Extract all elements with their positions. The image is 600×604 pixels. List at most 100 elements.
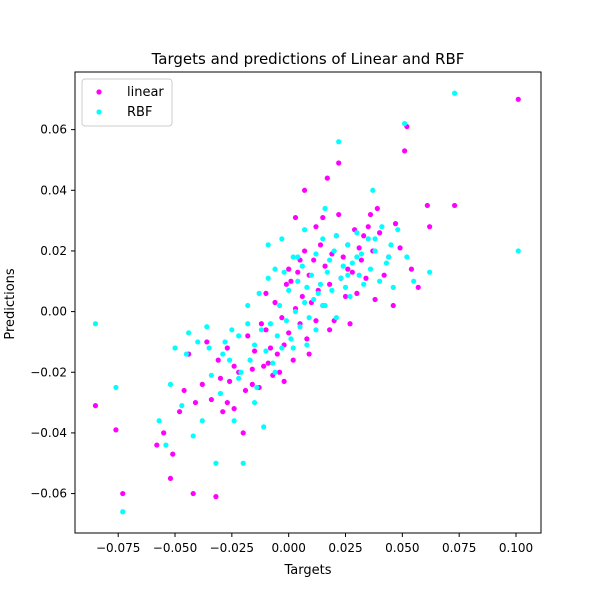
point-linear-48 <box>301 248 308 254</box>
x-tick-label-4: 0.025 <box>328 541 362 555</box>
point-rbf-61 <box>333 233 340 239</box>
point-linear-77 <box>372 296 378 303</box>
point-rbf-49 <box>306 315 312 321</box>
point-linear-47 <box>299 293 305 300</box>
point-linear-83 <box>397 245 403 251</box>
x-tick-label-5: 0.050 <box>385 541 419 555</box>
point-rbf-35 <box>274 333 280 339</box>
point-rbf-67 <box>347 293 353 300</box>
point-linear-68 <box>347 321 353 327</box>
point-linear-104 <box>327 327 333 333</box>
point-rbf-42 <box>290 254 296 260</box>
point-linear-74 <box>363 275 369 281</box>
chart-title: Targets and predictions of Linear and RB… <box>151 50 465 68</box>
point-rbf-101 <box>354 254 360 260</box>
point-linear-43 <box>290 357 296 363</box>
point-linear-2 <box>120 490 126 497</box>
point-linear-41 <box>286 330 292 336</box>
point-linear-52 <box>311 257 317 263</box>
point-linear-94 <box>263 327 269 333</box>
point-linear-72 <box>358 257 365 263</box>
point-rbf-69 <box>354 230 360 236</box>
point-linear-66 <box>342 293 349 300</box>
point-rbf-38 <box>281 269 287 275</box>
point-rbf-3 <box>156 418 162 424</box>
point-rbf-20 <box>236 333 242 339</box>
point-linear-106 <box>345 266 351 272</box>
point-rbf-89 <box>265 242 271 248</box>
point-linear-15 <box>213 494 219 500</box>
point-linear-57 <box>322 263 328 269</box>
point-rbf-19 <box>231 418 237 424</box>
point-rbf-39 <box>283 318 289 324</box>
point-rbf-106 <box>290 345 296 351</box>
point-linear-63 <box>336 160 342 166</box>
point-rbf-26 <box>254 384 260 391</box>
point-rbf-54 <box>317 281 324 287</box>
point-rbf-108 <box>372 236 378 242</box>
point-linear-31 <box>263 290 269 296</box>
point-rbf-15 <box>213 460 219 466</box>
point-rbf-91 <box>322 205 328 212</box>
point-linear-71 <box>354 290 360 296</box>
x-tick-label-6: 0.075 <box>442 541 476 555</box>
point-rbf-5 <box>167 381 174 387</box>
point-linear-23 <box>240 430 246 436</box>
point-rbf-27 <box>256 290 262 296</box>
point-linear-29 <box>258 321 264 327</box>
point-linear-20 <box>226 378 233 384</box>
point-rbf-97 <box>220 351 226 357</box>
point-rbf-82 <box>395 227 401 233</box>
point-rbf-64 <box>340 263 346 269</box>
point-linear-3 <box>154 442 160 448</box>
point-linear-90 <box>452 202 458 209</box>
point-rbf-70 <box>356 272 362 278</box>
point-rbf-2 <box>120 509 126 515</box>
point-rbf-104 <box>206 345 212 351</box>
point-rbf-73 <box>365 236 371 242</box>
point-rbf-74 <box>367 266 374 272</box>
point-rbf-18 <box>226 357 233 363</box>
point-rbf-60 <box>331 248 337 254</box>
point-linear-19 <box>224 345 230 351</box>
point-rbf-33 <box>270 360 276 366</box>
point-rbf-17 <box>222 339 228 345</box>
point-rbf-51 <box>311 296 317 303</box>
point-rbf-71 <box>358 251 365 257</box>
point-rbf-47 <box>301 299 308 306</box>
y-tick-label-4: 0.02 <box>40 244 67 258</box>
point-rbf-52 <box>313 251 319 257</box>
point-linear-78 <box>377 230 383 236</box>
point-linear-7 <box>176 409 183 415</box>
point-rbf-96 <box>229 327 235 333</box>
point-rbf-59 <box>329 287 335 293</box>
point-linear-12 <box>199 381 205 387</box>
x-tick-label-2: −0.025 <box>210 541 254 555</box>
plot-frame <box>74 71 542 534</box>
point-rbf-85 <box>411 278 417 284</box>
point-linear-36 <box>274 351 280 357</box>
point-linear-100 <box>286 266 292 272</box>
point-rbf-57 <box>324 269 330 275</box>
point-rbf-10 <box>190 433 196 439</box>
point-rbf-53 <box>315 290 321 296</box>
point-rbf-24 <box>247 357 253 363</box>
point-rbf-90 <box>279 236 285 242</box>
point-rbf-21 <box>238 369 244 375</box>
point-linear-16 <box>215 357 221 363</box>
point-rbf-32 <box>267 321 274 327</box>
point-linear-32 <box>265 360 271 366</box>
point-rbf-31 <box>265 275 271 281</box>
point-rbf-95 <box>313 327 319 333</box>
point-rbf-50 <box>308 272 315 278</box>
point-linear-13 <box>204 339 210 345</box>
legend: linear RBF <box>81 78 173 127</box>
point-linear-59 <box>327 281 333 287</box>
point-rbf-94 <box>304 342 310 348</box>
point-rbf-68 <box>349 260 355 266</box>
point-linear-93 <box>292 214 299 221</box>
point-linear-0 <box>92 403 99 409</box>
point-rbf-88 <box>515 248 521 254</box>
point-rbf-76 <box>372 248 378 254</box>
